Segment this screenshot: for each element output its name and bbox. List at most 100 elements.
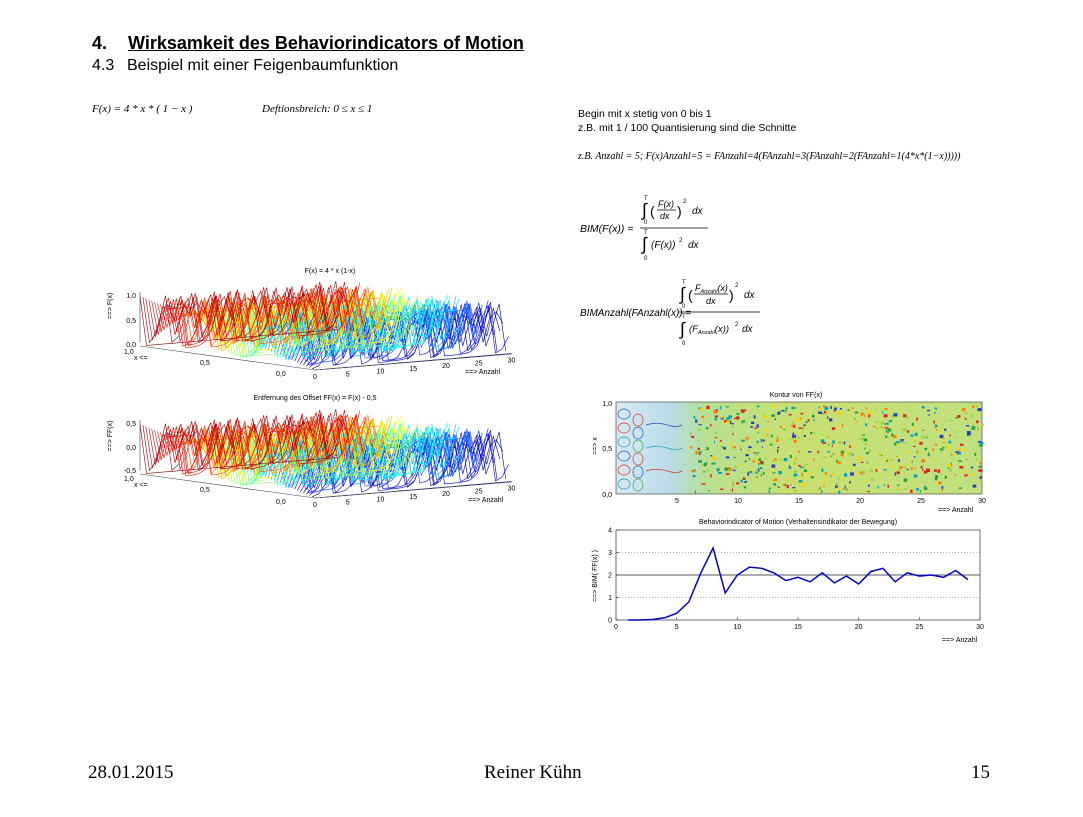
surface-ytick: 0 [313, 502, 317, 508]
svg-text:0: 0 [644, 256, 648, 262]
surface-ytick: 30 [508, 486, 516, 493]
surface-ytick: 10 [377, 497, 385, 504]
surface1-xtick: 1,0 [124, 349, 134, 356]
svg-text:FAnzahl(x): FAnzahl(x) [695, 283, 728, 295]
surface1-ztick: 0,5 [126, 318, 136, 325]
surface-plot-function: F(x) = 4 * x (1-x) ==> F(x) 1,0 0,5 0,0 … [107, 268, 516, 380]
surface-ytick: 0 [313, 374, 317, 380]
surface2-xtick: 0,5 [200, 487, 210, 494]
svg-text:T: T [682, 280, 686, 286]
contour-ytick: 0,5 [602, 446, 612, 453]
surface1-xtick: 0,5 [200, 360, 210, 367]
bim-ytick: 2 [608, 573, 612, 580]
contour-ytick: 1,0 [602, 401, 612, 408]
contour-title: Kontur von FF(x) [770, 392, 823, 399]
note-line-1: Begin mit x stetig von 0 bis 1 [578, 108, 712, 120]
surface1-ylabel: ==> Anzahl [465, 369, 501, 376]
surface2-ylabel: ==> Anzahl [468, 497, 504, 504]
section-title: Wirksamkeit des Behaviorindicators of Mo… [128, 33, 524, 53]
slide-title: 4. Wirksamkeit des Behaviorindicators of … [92, 33, 524, 54]
surface-ytick: 25 [475, 360, 483, 367]
svg-text:(FAnzahl(x)): (FAnzahl(x)) [689, 324, 729, 336]
surface1-title: F(x) = 4 * x (1-x) [305, 268, 356, 275]
contour-xlabel: ==> Anzahl [938, 507, 974, 514]
surface2-ztick: 0,5 [126, 421, 136, 428]
svg-text:dx: dx [706, 296, 716, 306]
contour-xtick: 5 [675, 498, 679, 505]
footer-date: 28.01.2015 [88, 762, 174, 783]
bim-xtick: 30 [976, 624, 984, 631]
contour-xtick: 30 [978, 498, 986, 505]
surface1-ztick: 1,0 [126, 293, 136, 300]
contour-xtick: 20 [856, 498, 864, 505]
svg-text:2: 2 [683, 199, 687, 205]
surface2-xtick: 1,0 [124, 476, 134, 483]
contour-xtick: 15 [795, 498, 803, 505]
surface2-xlabel: x <= [134, 482, 148, 489]
svg-text:dx: dx [692, 206, 704, 217]
bim-line-chart: Behaviorindicator of Motion (Verhaltensi… [592, 519, 984, 644]
svg-text:dx: dx [742, 324, 754, 335]
svg-text:): ) [677, 203, 682, 219]
bim-chart-xlabel: ==> Anzahl [942, 637, 978, 644]
subsection-title: Beispiel mit einer Feigenbaumfunktion [127, 57, 399, 74]
surface-ytick: 10 [377, 369, 385, 376]
svg-text:dx: dx [688, 240, 700, 251]
contour-ylabel: ==> x [592, 437, 599, 455]
svg-text:∫: ∫ [678, 284, 686, 304]
bim-xtick: 0 [614, 624, 618, 631]
surface1-zlabel: ==> F(x) [107, 293, 114, 320]
svg-text:dx: dx [744, 290, 756, 301]
surface2-xtick: 0,0 [276, 499, 286, 506]
footer-author: Reiner Kühn [484, 762, 582, 783]
bim-chart-ylabel: ==> BIM( FF(x) ) [592, 550, 599, 602]
bim-xtick: 5 [675, 624, 679, 631]
note-line-2: z.B. mit 1 / 100 Quantisierung sind die … [578, 122, 797, 134]
bim-formula: BIM(F(x)) = T ∫ 0 ( F(x) dx ) 2 dx T ∫ 0… [580, 196, 708, 262]
contour-plot: Kontur von FF(x) ==> x 1,0 0,5 0,0 5 10 15… [592, 392, 986, 514]
domain-formula: Deftionsbreich: 0 ≤ x ≤ 1 [262, 103, 373, 115]
surface2-zlabel: ==> FF(x) [107, 421, 114, 452]
surface1-ztick: 0,0 [126, 342, 136, 349]
svg-text:F(x): F(x) [658, 199, 674, 209]
bim-anzahl-formula: BIMAnzahl(FAnzahl(x)) = T ∫ 0 ( FAnzahl(… [580, 280, 760, 347]
slide-subtitle: 4.3 Beispiel mit einer Feigenbaumfunktion [92, 57, 398, 75]
bim-chart-title: Behaviorindicator of Motion (Verhaltensi… [699, 519, 897, 526]
svg-text:T: T [644, 196, 648, 202]
surface2-ztick: 0,0 [126, 445, 136, 452]
svg-text:T: T [682, 314, 686, 320]
bim-anzahl-formula-lhs: BIMAnzahl(FAnzahl(x)) = [580, 308, 691, 319]
example-formula: z.B. Anzahl = 5; F(x)Anzahl=5 = FAnzahl=… [578, 151, 961, 162]
svg-text:dx: dx [660, 211, 670, 221]
surface-ytick: 25 [475, 488, 483, 495]
svg-text:(: ( [688, 287, 693, 303]
svg-text:0: 0 [644, 220, 648, 226]
svg-text:∫: ∫ [640, 200, 648, 220]
bim-series-line [628, 545, 969, 621]
surface1-xlabel: x <= [134, 355, 148, 362]
bim-xtick: 20 [855, 624, 863, 631]
bim-xtick: 25 [915, 624, 923, 631]
bim-xtick: 15 [794, 624, 802, 631]
surface-ytick: 15 [409, 494, 417, 501]
surface-ytick: 30 [508, 358, 516, 365]
svg-text:T: T [644, 230, 648, 236]
svg-text:(: ( [650, 203, 655, 219]
svg-text:): ) [729, 287, 734, 303]
bim-ytick: 4 [608, 528, 612, 535]
svg-text:2: 2 [735, 322, 739, 328]
svg-text:0: 0 [682, 304, 686, 310]
surface2-ztick: -0,5 [124, 468, 136, 475]
surface2-title: Entfernung des Offset FF(x) = F(x) - 0,5 [254, 395, 377, 402]
svg-text:(F(x)): (F(x)) [651, 240, 675, 251]
contour-xtick: 10 [734, 498, 742, 505]
surface-ytick: 5 [346, 499, 350, 506]
contour-xtick: 25 [917, 498, 925, 505]
surface-ytick: 20 [442, 491, 450, 498]
contour-ytick: 0,0 [602, 492, 612, 499]
function-formula: F(x) = 4 * x * ( 1 − x ) [92, 103, 193, 115]
surface-plot-offset: Entfernung des Offset FF(x) = F(x) - 0,5… [107, 395, 516, 508]
bim-ytick: 3 [608, 550, 612, 557]
bim-formula-lhs: BIM(F(x)) = [580, 223, 633, 235]
bim-ytick: 1 [608, 595, 612, 602]
